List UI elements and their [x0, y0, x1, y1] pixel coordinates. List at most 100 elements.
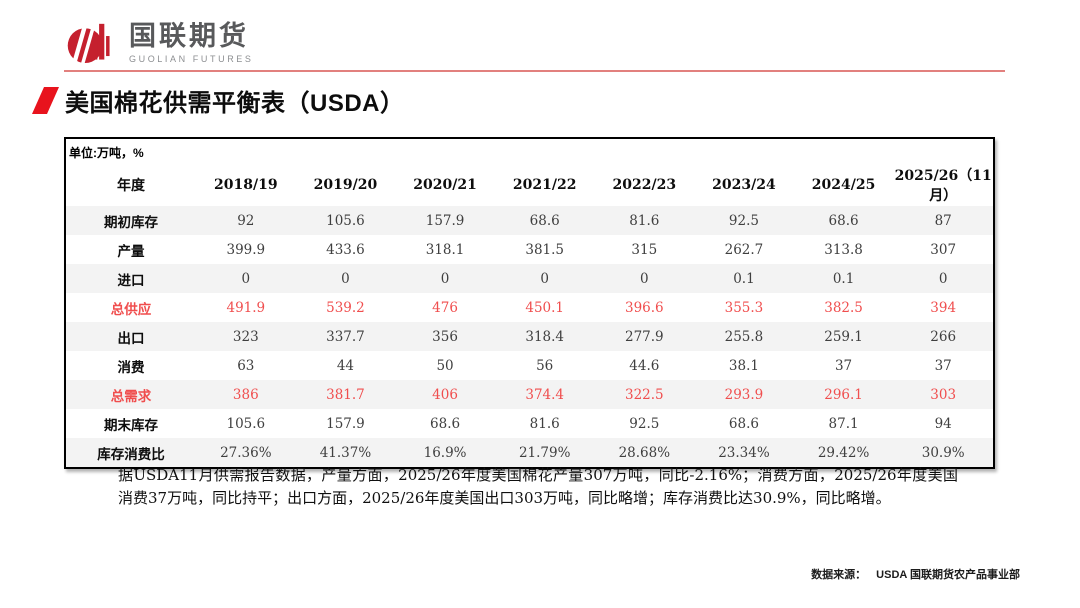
table-cell: 277.9 [624, 328, 664, 345]
row-label: 总需求 [110, 388, 152, 404]
table-cell: 262.7 [724, 241, 764, 258]
table-cell: 105.6 [326, 212, 365, 229]
row-label: 总供应 [110, 301, 152, 317]
table-cell: 0 [938, 270, 948, 287]
year-header-cell: 2020/21 [413, 177, 477, 193]
table-cell: 433.6 [326, 241, 365, 258]
table-row: 消费 63 44 50 56 44.6 38.1 37 37 [66, 351, 993, 380]
row-label: 产量 [117, 243, 145, 259]
table-cell: 476 [432, 299, 458, 316]
table-cell: 87.1 [828, 415, 859, 432]
table-row: 总供应 491.9 539.2 476 450.1 396.6 355.3 382.5 394 [66, 293, 993, 322]
table-cell: 94 [934, 415, 952, 432]
table-cell: 374.4 [525, 386, 565, 403]
table-row: 产量 399.9 433.6 318.1 381.5 315 262.7 313.8 307 [66, 235, 993, 264]
table-cell: 318.1 [425, 241, 465, 258]
table-cell: 318.4 [525, 328, 565, 345]
table-cell: 50 [436, 357, 454, 374]
table-head-row: 年度 2018/19 2019/20 2020/21 2021/22 2022/23 202… [66, 164, 993, 206]
row-label: 期末库存 [104, 417, 158, 433]
table-cell: 92.5 [629, 415, 660, 432]
guolian-logo: 国联期货 GUOLIAN FUTURES [66, 18, 254, 68]
row-label: 期初库存 [104, 214, 158, 230]
table-cell: 337.7 [326, 328, 365, 345]
table-row: 期末库存 105.6 157.9 68.6 81.6 92.5 68.6 87.1 94 [66, 409, 993, 438]
table-cell: 296.1 [824, 386, 863, 403]
table-cell: 0 [341, 270, 350, 287]
table-cell: 157.9 [425, 212, 465, 229]
table-cell: 313.8 [824, 241, 863, 258]
table-cell: 450.1 [525, 299, 565, 316]
table-cell: 323 [232, 328, 259, 345]
table-cell: 29.42% [817, 444, 870, 461]
table-cell: 322.5 [624, 386, 664, 403]
table-row: 出口 323 337.7 356 318.4 277.9 255.8 259.1 266 [66, 322, 993, 351]
summary-text: 据USDA11月供需报告数据，产量方面，2025/26年度美国棉花产量307万吨… [118, 466, 958, 507]
table-cell: 406 [432, 386, 458, 403]
year-header-cell: 2022/23 [612, 177, 677, 193]
table-row: 库存消费比 27.36% 41.37% 16.9% 21.79% 28.68% 23.34%… [66, 438, 993, 467]
table-cell: 68.6 [728, 415, 759, 432]
year-header-cell: 2025/26（11月） [894, 168, 992, 204]
unit-note: 单位:万吨，% [69, 146, 144, 160]
page-title: 美国棉花供需平衡表（USDA） [65, 90, 405, 117]
table-cell: 157.9 [326, 415, 365, 432]
table-cell: 30.9% [921, 444, 965, 461]
table-cell: 37 [834, 357, 853, 374]
table-cell: 0.1 [832, 270, 855, 287]
logo-name-cn: 国联期货 [129, 21, 249, 52]
table-cell: 355.3 [724, 299, 764, 316]
table-cell: 293.9 [724, 386, 764, 403]
table-cell: 63 [237, 357, 255, 374]
table-cell: 44.6 [629, 357, 660, 374]
table-row: 期初库存 92 105.6 157.9 68.6 81.6 92.5 68.6 87 [66, 206, 993, 235]
title-row: 美国棉花供需平衡表（USDA） [31, 83, 405, 118]
table-cell: 92.5 [728, 212, 759, 229]
table-cell: 307 [930, 241, 957, 258]
table-cell: 0 [440, 270, 450, 287]
table-cell: 396.6 [624, 299, 664, 316]
table-cell: 266 [930, 328, 957, 345]
table-cell: 0 [241, 270, 251, 287]
year-header-cell: 2021/22 [512, 177, 577, 193]
table-cell: 41.37% [319, 444, 372, 461]
table-cell: 44 [336, 357, 355, 374]
table-cell: 386 [232, 386, 259, 403]
table-cell: 255.8 [724, 328, 764, 345]
table-cell: 394 [930, 299, 957, 316]
year-header-cell: 2018/19 [214, 177, 278, 193]
table-cell: 56 [536, 357, 554, 374]
table-cell: 28.68% [618, 444, 671, 461]
table-cell: 68.6 [430, 415, 461, 432]
table-cell: 23.34% [718, 444, 770, 461]
table-cell: 303 [930, 386, 957, 403]
logo-name-en: GUOLIAN FUTURES [129, 53, 254, 64]
table-cell: 21.79% [518, 444, 571, 461]
year-column-header: 年度 [117, 177, 145, 193]
table-cell: 81.6 [529, 415, 560, 432]
table-cell: 81.6 [629, 212, 660, 229]
balance-table-panel: 单位:万吨，% 年度 2018/19 2019/20 2020/21 2021/22 20… [64, 137, 995, 469]
table-cell: 105.6 [226, 415, 266, 432]
title-slash-icon [31, 87, 60, 114]
table-cell: 68.6 [529, 212, 560, 229]
table-row: 总需求 386 381.7 406 374.4 322.5 293.9 296.1 303 [66, 380, 993, 409]
year-header-cell: 2019/20 [313, 177, 378, 193]
balance-table: 年度 2018/19 2019/20 2020/21 2021/22 2022/23 202… [66, 164, 993, 467]
data-source: 数据来源： USDA 国联期货农产品事业部 [811, 566, 1020, 582]
table-cell: 356 [432, 328, 458, 345]
year-header-cell: 2023/24 [712, 177, 776, 193]
row-label: 出口 [117, 330, 145, 346]
header-divider [64, 70, 1005, 72]
table-row: 进口 0 0 0 0 0 0.1 0.1 0 [66, 264, 993, 293]
table-cell: 491.9 [226, 299, 266, 316]
table-cell: 381.5 [525, 241, 565, 258]
guolian-logo-icon [66, 18, 120, 68]
table-cell: 382.5 [824, 299, 863, 316]
row-label: 消费 [117, 359, 145, 375]
table-cell: 0 [540, 270, 549, 287]
data-source-value: USDA 国联期货农产品事业部 [876, 569, 1020, 581]
table-cell: 16.9% [423, 444, 467, 461]
data-source-label: 数据来源： [811, 569, 867, 581]
